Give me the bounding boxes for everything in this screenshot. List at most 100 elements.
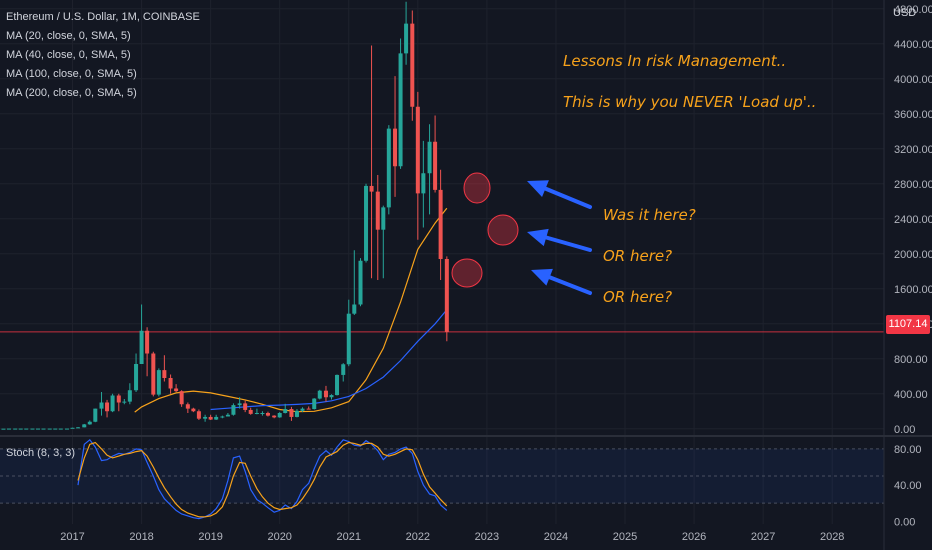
candle	[364, 185, 369, 261]
candle	[289, 409, 294, 417]
y-tick-label: 4000.00	[894, 74, 932, 86]
arrow-head	[527, 228, 549, 247]
candle	[410, 23, 415, 107]
candle	[248, 409, 253, 414]
candle	[30, 428, 35, 430]
candle	[306, 408, 311, 410]
candle	[47, 428, 52, 430]
candle	[191, 408, 196, 412]
candle	[99, 402, 104, 409]
currency-label: USD	[893, 7, 917, 19]
candle	[156, 370, 161, 395]
candle	[53, 428, 58, 430]
highlight-circle-1	[463, 172, 491, 204]
x-tick-label: 2021	[337, 531, 361, 543]
candle	[341, 364, 346, 375]
candle	[277, 413, 282, 418]
candle	[18, 428, 23, 430]
x-tick-label: 2026	[682, 531, 706, 543]
annotation-q2: OR here?	[603, 247, 673, 265]
moving-average-lines	[134, 207, 448, 413]
x-tick-label: 2019	[198, 531, 222, 543]
symbol-title: Ethereum / U.S. Dollar, 1M, COINBASE	[6, 11, 200, 23]
candle	[87, 421, 92, 425]
y-tick-label: 4400.00	[894, 39, 932, 51]
indicator-legend: Ethereum / U.S. Dollar, 1M, COINBASE MA …	[6, 8, 200, 103]
candle	[220, 416, 225, 418]
candle	[70, 427, 75, 429]
candle	[352, 304, 357, 314]
x-tick-label: 2020	[267, 531, 291, 543]
candle	[1, 428, 6, 430]
candle	[369, 185, 374, 192]
candle	[265, 413, 270, 416]
candle	[58, 428, 63, 430]
candle	[317, 390, 322, 399]
candle	[254, 413, 259, 414]
candle	[24, 428, 29, 430]
arrow-shaft	[543, 186, 592, 209]
candle	[139, 330, 144, 364]
candle	[294, 410, 299, 417]
candle	[375, 191, 380, 230]
arrow-1	[527, 180, 592, 209]
candle	[433, 141, 438, 190]
ma-40-label[interactable]: MA (40, close, 0, SMA, 5)	[6, 49, 131, 61]
candle	[237, 403, 242, 406]
candle	[214, 416, 219, 420]
candle	[421, 173, 426, 194]
candle	[404, 23, 409, 54]
stoch-tick-label: 0.00	[894, 516, 915, 528]
candle	[386, 128, 391, 208]
moving-average-line-2	[210, 309, 448, 411]
candle	[358, 260, 363, 305]
candle	[300, 408, 305, 411]
y-tick-label: 2000.00	[894, 249, 932, 261]
candle	[110, 395, 115, 412]
candle	[76, 427, 81, 429]
ma-100-label[interactable]: MA (100, close, 0, SMA, 5)	[6, 68, 137, 80]
y-tick-label: 3600.00	[894, 109, 932, 121]
candle	[427, 141, 432, 174]
candle	[134, 364, 139, 391]
x-tick-label: 2017	[60, 531, 84, 543]
candle	[179, 391, 184, 405]
ma-200-label[interactable]: MA (200, close, 0, SMA, 5)	[6, 87, 137, 99]
x-tick-label: 2028	[820, 531, 844, 543]
arrow-2	[527, 228, 592, 252]
candle	[346, 313, 351, 365]
candle	[168, 378, 173, 389]
candle	[82, 424, 87, 428]
x-tick-label: 2027	[751, 531, 775, 543]
arrow-shaft	[544, 235, 592, 252]
arrow-shaft	[547, 275, 592, 295]
candle	[203, 416, 208, 419]
candle	[116, 395, 121, 403]
y-tick-label: 800.00	[894, 354, 928, 366]
stoch-line-1	[77, 438, 448, 520]
moving-average-line-1	[134, 207, 448, 413]
annotation-title: Lessons In risk Management..	[563, 52, 787, 70]
candles	[1, 1, 449, 430]
stoch-label[interactable]: Stoch (8, 3, 3)	[6, 447, 76, 459]
arrow-head	[527, 180, 549, 197]
candle	[444, 259, 449, 332]
candle	[185, 404, 190, 409]
highlight-circle-2	[487, 214, 519, 246]
candle	[93, 408, 98, 422]
x-tick-label: 2022	[406, 531, 430, 543]
ma-20-label[interactable]: MA (20, close, 0, SMA, 5)	[6, 30, 131, 42]
annotation-q1: Was it here?	[603, 206, 696, 224]
candle	[243, 403, 248, 410]
candle	[438, 189, 443, 259]
candle	[162, 370, 167, 378]
y-tick-label: 3200.00	[894, 144, 932, 156]
candle	[145, 330, 150, 354]
candle	[398, 53, 403, 167]
y-tick-label: 4800.00	[894, 4, 932, 16]
candle	[415, 106, 420, 194]
drawings	[451, 172, 592, 295]
candle	[127, 390, 132, 402]
candle	[105, 402, 110, 412]
candle	[312, 398, 317, 410]
